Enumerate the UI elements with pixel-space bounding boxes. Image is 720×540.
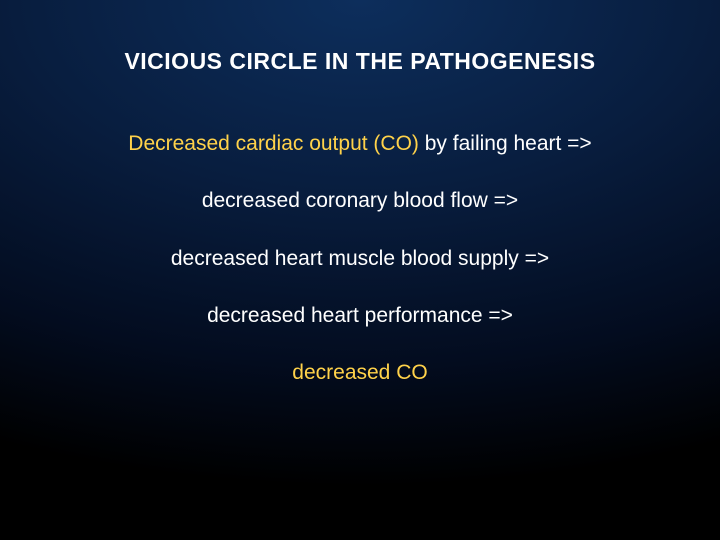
body-line: decreased CO (0, 359, 720, 386)
body-text: decreased heart muscle blood supply => (171, 247, 549, 270)
slide-title: VICIOUS CIRCLE IN THE PATHOGENESIS (0, 48, 720, 75)
body-text: decreased heart performance => (207, 304, 513, 327)
body-line: Decreased cardiac output (CO) by failing… (0, 130, 720, 157)
highlight-text: Decreased cardiac output (CO) (128, 132, 419, 155)
body-text: decreased coronary blood flow => (202, 189, 518, 212)
body-line: decreased heart muscle blood supply => (0, 245, 720, 272)
slide: VICIOUS CIRCLE IN THE PATHOGENESIS Decre… (0, 0, 720, 540)
body-line: decreased heart performance => (0, 302, 720, 329)
slide-body: Decreased cardiac output (CO) by failing… (0, 130, 720, 386)
body-text: by failing heart => (419, 132, 592, 155)
body-line: decreased coronary blood flow => (0, 187, 720, 214)
highlight-text: decreased CO (292, 361, 427, 384)
